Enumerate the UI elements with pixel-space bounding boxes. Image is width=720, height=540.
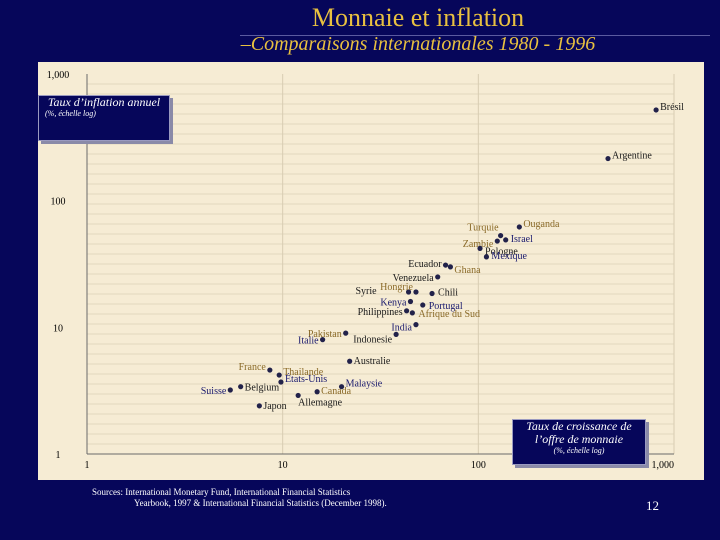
label-pologne: Pologne (485, 246, 518, 257)
tick-labels: 1 10 100 1,000 1 10 100 1,000 (47, 70, 674, 471)
label-hongrie: Hongrie (380, 282, 413, 293)
label-australie: Australie (354, 356, 391, 367)
label-venezuela: Venezuela (393, 273, 435, 284)
label-ghana: Ghana (454, 265, 481, 276)
label-chili: Chili (438, 287, 458, 298)
x-tick-label: 100 (471, 460, 486, 471)
point-hongrie (413, 289, 419, 295)
label-portugal: Portugal (429, 301, 463, 312)
point-ecuador (442, 262, 449, 268)
point-argentine (605, 155, 611, 162)
label-japon: Japon (263, 401, 286, 412)
label-etats-unis: États-Unis (285, 373, 327, 385)
point-indonesie (393, 331, 399, 337)
label-allemagne: Allemagne (298, 397, 342, 408)
slide-title: Monnaie et inflation (311, 3, 525, 32)
label-philippines: Philippines (358, 307, 403, 318)
label-bresil: Brésil (660, 102, 684, 113)
point-australie (347, 358, 353, 364)
point-allemagne (295, 392, 301, 399)
point-belgium (238, 384, 244, 390)
label-belgium: Belgium (245, 383, 280, 394)
point-thailande (276, 372, 282, 378)
chart-panel: 1 10 100 1,000 1 10 100 1,000 Brésil Argentine Ou… (38, 62, 704, 480)
point-venezuela (435, 274, 441, 280)
slide-subtitle: –Comparaisons internationales 1980 - 199… (240, 33, 596, 55)
source-note: Sources: International Monetary Fund, In… (92, 487, 387, 509)
label-malaysie: Malaysie (346, 379, 383, 390)
label-kenya: Kenya (380, 297, 407, 308)
label-argentine: Argentine (612, 151, 652, 162)
x-axis-note: Taux de croissance de l’offre de monnaie… (512, 419, 646, 465)
y-tick-label: 10 (53, 323, 63, 334)
label-thailande: Thailande (283, 367, 324, 378)
point-canada (314, 389, 320, 395)
source-line-2: Yearbook, 1997 & International Financial… (134, 498, 387, 508)
page-number: 12 (646, 498, 659, 513)
scatter-chart: 1 10 100 1,000 1 10 100 1,000 Brésil Argentine Ou… (47, 70, 684, 471)
point-philippines (404, 308, 410, 314)
point-kenya (407, 298, 414, 305)
point-bresil (653, 107, 659, 113)
point-chili (429, 290, 435, 297)
label-zambie: Zambie (463, 239, 494, 250)
label-mexique: Mexique (491, 251, 527, 262)
label-suisse: Suisse (201, 386, 227, 397)
point-japon (256, 403, 262, 409)
y-axis-note-title: Taux d’inflation annuel (47, 95, 161, 109)
label-indonesie: Indonesie (353, 334, 392, 345)
label-italie: Italie (298, 336, 319, 347)
label-turquie: Turquie (467, 223, 499, 234)
label-india: India (391, 323, 412, 334)
y-axis-note-scale: (%, échelle log) (45, 109, 96, 118)
label-ecuador: Ecuador (408, 259, 442, 270)
x-tick-label: 1 (85, 460, 90, 471)
data-points: Brésil Argentine Ouganda Turquie Israel Zambi… (201, 102, 684, 412)
point-mexique (483, 254, 490, 260)
point-zambie (494, 238, 500, 244)
point-pakistan (343, 330, 349, 336)
point-israel (503, 237, 509, 243)
grid-lines (86, 74, 675, 454)
point-france (267, 367, 273, 373)
point-ouganda (516, 224, 522, 230)
y-tick-label: 1 (56, 450, 61, 461)
point-afrique-du-sud (409, 310, 415, 316)
label-france: France (239, 362, 267, 373)
x-tick-label: 10 (278, 460, 288, 471)
point-syrie (405, 289, 412, 295)
title-rule (240, 35, 710, 36)
label-syrie: Syrie (355, 286, 377, 297)
label-israel: Israel (511, 234, 533, 245)
label-canada: Canada (321, 386, 352, 397)
point-turquie (498, 232, 504, 239)
label-afrique-du-sud: Afrique du Sud (418, 309, 480, 320)
point-etats-unis (278, 379, 284, 385)
x-axis-note-title: Taux de croissance de l’offre de monnaie (526, 419, 632, 446)
y-tick-label: 1,000 (47, 70, 70, 81)
y-tick-label: 100 (51, 197, 66, 208)
label-pakistan: Pakistan (308, 329, 342, 340)
label-ouganda: Ouganda (523, 219, 560, 230)
point-malaysie (338, 384, 345, 390)
point-italie (320, 337, 326, 343)
point-india (413, 322, 419, 328)
x-axis-note-scale: (%, échelle log) (553, 446, 605, 455)
x-tick-label: 1,000 (652, 460, 675, 471)
point-pologne (477, 245, 483, 251)
point-ghana (447, 264, 454, 270)
point-suisse (227, 387, 233, 393)
point-portugal (420, 302, 426, 308)
y-axis-note: Taux d’inflation annuel (%, échelle log) (38, 95, 170, 141)
source-line-1: Sources: International Monetary Fund, In… (92, 487, 351, 497)
